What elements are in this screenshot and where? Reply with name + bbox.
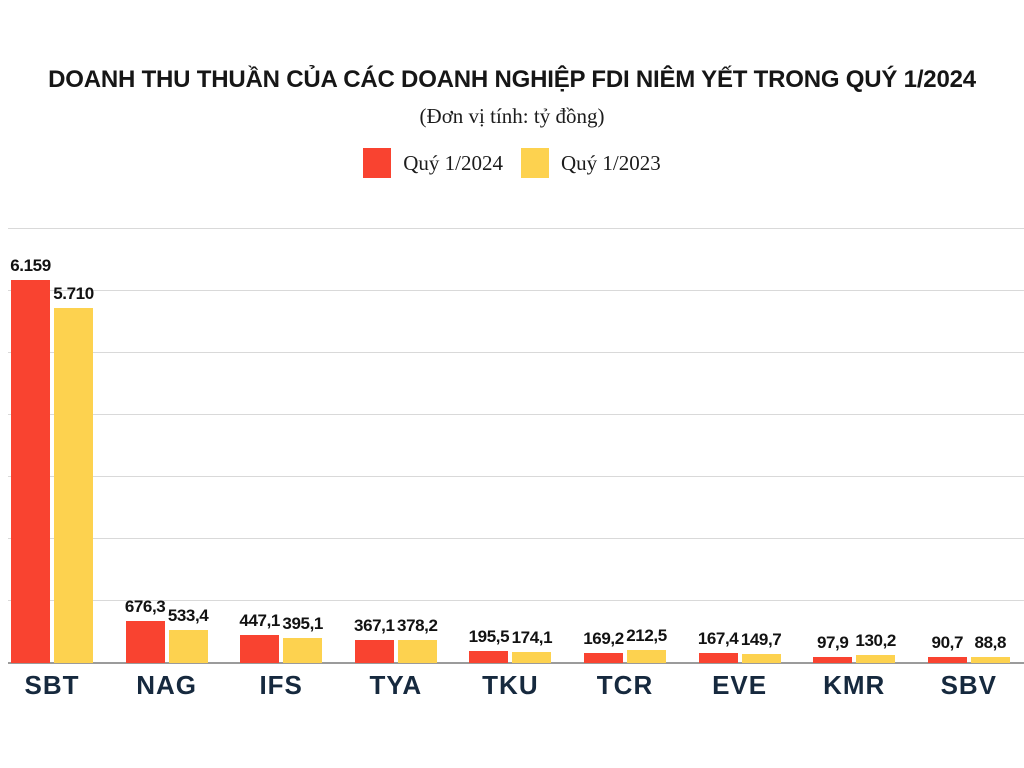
bar-tcr-q1-2023	[627, 649, 666, 663]
x-axis-line	[8, 662, 1024, 664]
bar-value-label: 367,1	[354, 616, 395, 636]
bar-value-label: 167,4	[697, 628, 739, 648]
bar-value-label: 130,2	[855, 630, 896, 650]
bar-nag-q1-2024	[125, 620, 165, 663]
gridline	[8, 413, 1024, 415]
bar-ifs-q1-2024	[240, 635, 280, 663]
x-tick-tcr: TCR	[596, 670, 654, 700]
bar-sbv-q1-2024	[927, 657, 967, 663]
gridline	[8, 289, 1024, 291]
gridline	[8, 538, 1024, 540]
bar-value-label: 97,9	[816, 632, 849, 652]
bar-value-label: 169,2	[583, 628, 624, 648]
bar-sbv-q1-2023	[970, 657, 1010, 663]
bar-value-label: 90,7	[931, 633, 964, 653]
bar-value-label: 195,5	[468, 626, 510, 646]
x-tick-tya: TYA	[369, 670, 423, 700]
legend-label-q1-2024: Quý 1/2024	[403, 150, 503, 175]
bar-sbt-q1-2023	[54, 308, 93, 663]
bar-value-label: 378,2	[397, 615, 438, 635]
bar-value-label: 212,5	[626, 625, 667, 645]
bar-value-label: 395,1	[282, 614, 323, 634]
gridline	[8, 600, 1024, 602]
bar-tya-q1-2024	[354, 640, 394, 663]
grouped-bar-chart: 6.159 5.710 676,3 533,4 447,1 395,1 367,1 378,2…	[0, 227, 1024, 712]
chart-subtitle-unit-note: (Đơn vị tính: tỷ đồng)	[419, 104, 605, 128]
bar-tya-q1-2023	[397, 639, 437, 663]
bar-nag-q1-2023	[168, 629, 208, 663]
bar-tcr-q1-2024	[584, 652, 623, 663]
legend-item-q1-2023: Quý 1/2023	[521, 148, 661, 178]
bar-value-label: 6.159	[10, 256, 51, 276]
bar-value-label: 5.710	[53, 284, 94, 304]
gridline	[8, 351, 1024, 353]
bar-value-label: 88,8	[974, 633, 1007, 653]
chart-legend: Quý 1/2024 Quý 1/2023	[0, 147, 1024, 179]
bar-tku-q1-2024	[469, 650, 509, 663]
x-tick-nag: NAG	[136, 670, 197, 700]
x-tick-sbt: SBT	[24, 670, 80, 700]
bar-eve-q1-2023	[741, 653, 781, 663]
gridline	[8, 227, 1024, 229]
legend-swatch-yellow-icon	[521, 148, 549, 178]
bar-value-label: 447,1	[239, 611, 280, 631]
x-tick-ifs: IFS	[259, 670, 303, 700]
bar-tku-q1-2023	[512, 652, 552, 663]
bar-value-label: 676,3	[124, 596, 166, 616]
bar-sbt-q1-2024	[11, 280, 50, 663]
chart-title: DOANH THU THUẦN CỦA CÁC DOANH NGHIỆP FDI…	[48, 66, 976, 93]
legend-swatch-red-icon	[363, 148, 392, 178]
legend-label-q1-2023: Quý 1/2023	[561, 150, 661, 175]
bar-kmr-q1-2023	[856, 654, 896, 663]
gridline	[8, 476, 1024, 478]
plot-area: 6.159 5.710 676,3 533,4 447,1 395,1 367,1 378,2…	[0, 227, 1024, 664]
x-tick-eve: EVE	[712, 670, 768, 700]
x-tick-sbv: SBV	[940, 670, 998, 700]
x-tick-kmr: KMR	[823, 670, 886, 700]
x-tick-tku: TKU	[482, 670, 539, 700]
bar-kmr-q1-2024	[813, 656, 853, 663]
bar-eve-q1-2024	[698, 652, 738, 663]
bar-value-label: 174,1	[511, 628, 553, 648]
bar-ifs-q1-2023	[283, 638, 323, 663]
x-axis: SBT NAG IFS TYA TKU TCR EVE KMR SBV	[0, 670, 1024, 712]
bar-value-label: 533,4	[167, 605, 209, 625]
legend-item-q1-2024: Quý 1/2024	[363, 148, 503, 178]
bar-value-label: 149,7	[740, 629, 782, 649]
